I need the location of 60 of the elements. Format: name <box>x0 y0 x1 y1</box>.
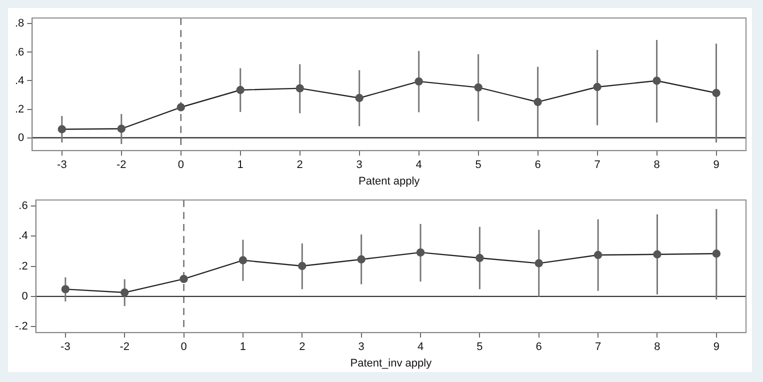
point <box>712 88 720 98</box>
x-tick-label: 8 <box>654 341 660 354</box>
point <box>416 248 425 257</box>
x-tick-label: 2 <box>296 159 303 172</box>
y-tick-label: .2 <box>18 260 28 272</box>
y-tick-label: .8 <box>14 18 24 30</box>
x-tick-label: 3 <box>356 159 362 172</box>
point <box>117 124 126 133</box>
point <box>296 84 304 92</box>
point <box>653 250 662 258</box>
point <box>534 259 543 268</box>
point <box>58 125 66 134</box>
point <box>238 256 248 264</box>
x-tick-label: 8 <box>654 159 660 172</box>
y-tick-label: -.2 <box>14 320 28 333</box>
point <box>61 285 70 294</box>
point <box>236 86 244 94</box>
x-tick-label: 9 <box>713 159 720 172</box>
point <box>652 76 661 85</box>
point <box>355 94 364 102</box>
point <box>594 250 602 260</box>
x-tick-label: 2 <box>299 341 306 354</box>
x-tick-label: 7 <box>594 159 600 172</box>
point <box>120 288 129 297</box>
x-axis-title: Patent_inv apply <box>350 357 432 370</box>
x-tick-label: -2 <box>116 159 126 172</box>
point <box>712 250 721 258</box>
x-tick-label: 6 <box>534 159 541 172</box>
x-tick-label: 0 <box>178 159 184 172</box>
point <box>593 82 602 92</box>
y-tick-label: .6 <box>18 200 28 212</box>
x-tick-label: 0 <box>180 341 187 354</box>
x-tick-label: 4 <box>417 341 424 354</box>
x-tick-label: 6 <box>536 341 542 354</box>
x-tick-label: 1 <box>237 159 244 172</box>
point <box>180 274 188 284</box>
point <box>414 77 423 86</box>
x-axis-title: Patent apply <box>358 175 420 188</box>
point <box>298 262 306 270</box>
y-tick-label: .4 <box>14 74 24 87</box>
point <box>534 98 542 106</box>
y-tick-label: .6 <box>14 46 24 58</box>
y-tick-label: .4 <box>18 230 28 242</box>
x-tick-label: 5 <box>476 341 483 354</box>
y-tick-label: .2 <box>14 103 24 116</box>
x-tick-label: 4 <box>416 159 422 172</box>
x-tick-label: 9 <box>713 341 720 354</box>
x-tick-label: 7 <box>594 341 602 354</box>
x-tick-label: 1 <box>240 341 246 354</box>
point <box>176 103 185 112</box>
x-tick-label: -3 <box>57 159 67 172</box>
x-tick-label: -2 <box>120 341 130 354</box>
point <box>474 83 482 92</box>
x-tick-label: 5 <box>475 159 482 172</box>
point <box>476 254 484 262</box>
x-tick-label: -3 <box>60 341 70 354</box>
x-tick-label: 3 <box>358 341 364 354</box>
point <box>357 255 366 264</box>
y-tick-label: 0 <box>18 132 24 144</box>
y-tick-label: 0 <box>22 290 28 302</box>
